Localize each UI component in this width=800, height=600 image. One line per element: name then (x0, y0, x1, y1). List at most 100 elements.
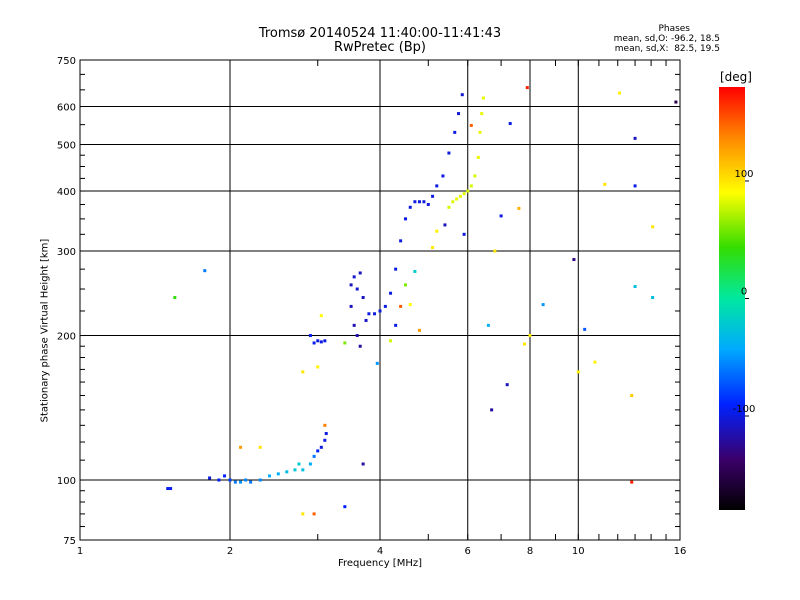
data-point (233, 480, 237, 484)
data-point (435, 229, 439, 233)
data-point (319, 340, 323, 344)
data-point (441, 174, 445, 178)
data-point (486, 323, 490, 327)
colorbar-unit-label: [deg] (720, 70, 752, 84)
x-axis-label: Frequency [MHz] (337, 558, 423, 569)
data-point (244, 478, 248, 482)
data-point (403, 283, 407, 287)
data-point (462, 232, 466, 236)
data-point (358, 271, 362, 275)
data-point (355, 287, 359, 291)
y-tick-label: 100 (57, 476, 76, 487)
data-point (469, 184, 473, 188)
data-point (312, 454, 316, 458)
data-point (323, 438, 327, 442)
y-tick-label: 600 (57, 103, 76, 114)
x-tick-label: 6 (465, 546, 471, 557)
data-point (469, 123, 473, 127)
y-tick-label: 400 (57, 187, 76, 198)
legend-o-mode-stats: mean, sd,O: -96.2, 18.5 (613, 34, 720, 44)
data-point (355, 334, 359, 338)
data-point (358, 344, 362, 348)
data-point (413, 269, 417, 273)
data-point (343, 505, 347, 509)
data-point (528, 334, 532, 338)
data-point (490, 408, 494, 412)
data-point (319, 445, 323, 449)
x-tick-label: 4 (377, 546, 383, 557)
data-point (517, 206, 521, 210)
data-point (525, 86, 529, 90)
data-point (166, 487, 170, 491)
colorbar-tick-label: 100 (734, 169, 753, 180)
data-point (431, 194, 435, 198)
data-point (576, 370, 580, 374)
data-point (316, 449, 320, 453)
data-point (447, 205, 451, 209)
data-point (403, 217, 407, 221)
chart-title: Tromsø 20140524 11:40:00-11:41:43 (258, 26, 502, 41)
data-point (319, 314, 323, 318)
data-point (458, 194, 462, 198)
data-point (451, 200, 455, 204)
data-point (417, 328, 421, 332)
data-point (308, 334, 312, 338)
colorbar-tick-label: 0 (741, 287, 747, 298)
data-point (431, 246, 435, 250)
data-point (343, 341, 347, 345)
data-point (633, 184, 637, 188)
data-point (312, 341, 316, 345)
data-point (593, 360, 597, 364)
data-point (203, 269, 207, 273)
data-point (508, 122, 512, 126)
data-point (297, 462, 301, 466)
data-point (408, 303, 412, 307)
data-point (364, 318, 368, 322)
legend-x-mode-stats: mean, sd,X: 82.5, 19.5 (614, 44, 720, 54)
data-point (217, 478, 221, 482)
data-point (349, 283, 353, 287)
data-point (285, 470, 289, 474)
data-point (651, 225, 655, 229)
data-point (443, 223, 447, 227)
x-tick-label: 16 (674, 546, 687, 557)
data-point (276, 472, 280, 476)
y-tick-label: 200 (57, 332, 76, 343)
y-tick-label: 75 (63, 536, 76, 547)
legend-title: Phases (658, 24, 690, 34)
chart-subtitle: RwPretec (Bp) (333, 40, 427, 55)
data-point (258, 478, 262, 482)
data-point (408, 205, 412, 209)
data-point (316, 339, 320, 343)
data-point (630, 480, 634, 484)
data-point (301, 370, 305, 374)
data-point (633, 136, 637, 140)
data-point (308, 462, 312, 466)
data-point (208, 476, 212, 480)
colorbar-tick-label: -100 (733, 404, 756, 415)
data-point (249, 480, 253, 484)
data-point (633, 285, 637, 289)
data-point (394, 267, 398, 271)
data-point (312, 512, 316, 516)
y-tick-label: 500 (57, 141, 76, 152)
data-point (361, 462, 365, 466)
data-point (389, 339, 393, 343)
data-point (173, 296, 177, 300)
data-point (426, 202, 430, 206)
data-point (352, 323, 356, 327)
data-point (169, 487, 173, 491)
data-point (301, 468, 305, 472)
data-point (541, 303, 545, 307)
data-point (389, 291, 393, 295)
data-point (480, 112, 484, 116)
data-point (239, 480, 243, 484)
data-point (493, 249, 497, 253)
data-point (674, 100, 678, 104)
data-point (367, 312, 371, 316)
data-point (505, 383, 509, 387)
data-point (228, 478, 232, 482)
data-point (572, 258, 576, 262)
data-point (293, 468, 297, 472)
data-point (466, 189, 470, 193)
